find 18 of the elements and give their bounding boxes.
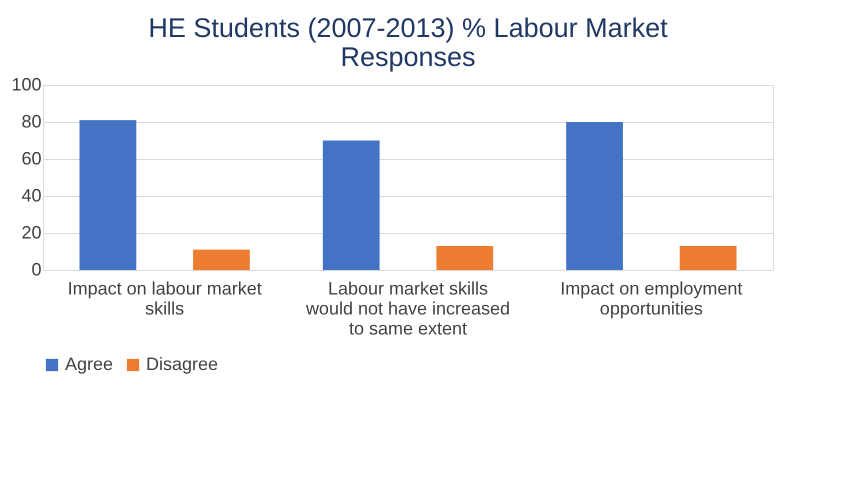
legend-label: Disagree bbox=[146, 354, 218, 374]
y-tick-label: 60 bbox=[21, 148, 42, 168]
bar bbox=[193, 250, 250, 270]
x-tick-label: Labour market skills would not have increased to same extent bbox=[304, 278, 510, 338]
y-tick-label: 0 bbox=[31, 260, 42, 280]
bar bbox=[436, 246, 494, 270]
y-tick-label: 40 bbox=[21, 186, 42, 206]
legend-label: Agree bbox=[65, 354, 114, 374]
x-tick-label: Impact on employment opportunities bbox=[560, 278, 742, 318]
y-tick-label: 80 bbox=[21, 112, 42, 132]
bar bbox=[566, 122, 623, 270]
y-tick-label: 20 bbox=[21, 222, 42, 242]
bar bbox=[322, 140, 380, 270]
chart-title: HE Students (2007-2013) % Labour Market Responses bbox=[148, 13, 668, 72]
x-tick-label: Impact on labour market skills bbox=[68, 278, 262, 318]
bar bbox=[680, 246, 736, 270]
bar bbox=[80, 120, 136, 270]
y-tick-label: 100 bbox=[11, 74, 42, 94]
